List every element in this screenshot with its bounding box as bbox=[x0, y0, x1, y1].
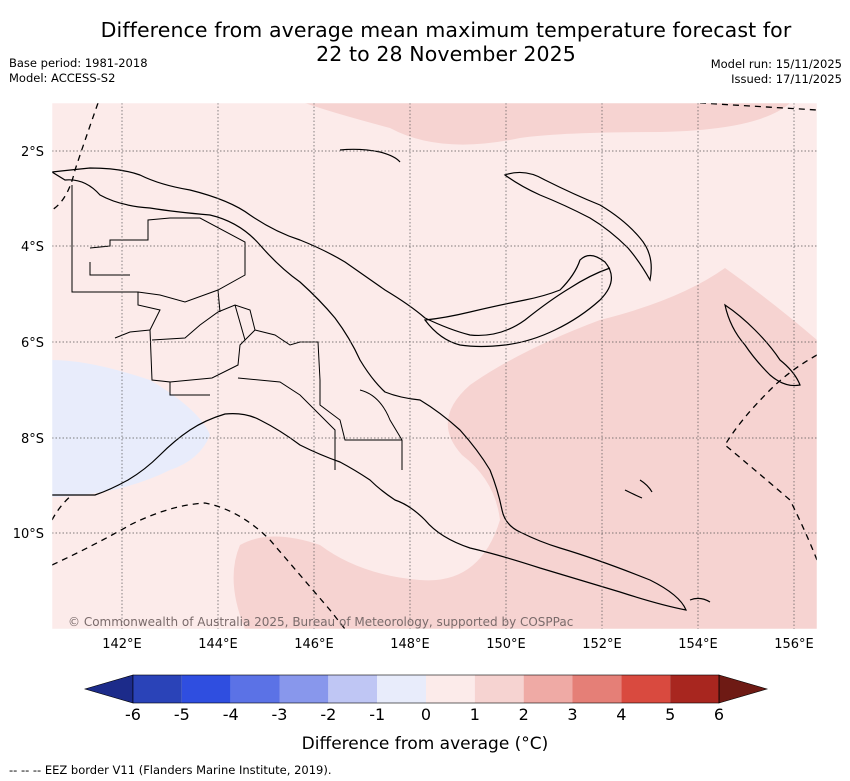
colorbar-tick-label: 5 bbox=[665, 705, 675, 724]
colorbar-segment bbox=[426, 675, 475, 703]
colorbar-tick-label: -6 bbox=[125, 705, 141, 724]
lon-label: 156°E bbox=[774, 637, 814, 652]
colorbar-title: Difference from average (°C) bbox=[302, 734, 549, 754]
lat-labels: 2°S 4°S 6°S 8°S 10°S bbox=[13, 145, 44, 542]
issued-date: Issued: 17/11/2025 bbox=[731, 72, 842, 86]
colorbar-segment bbox=[523, 675, 573, 703]
base-period: Base period: 1981-2018 bbox=[9, 56, 148, 70]
colorbar-segment bbox=[181, 675, 231, 703]
colorbar-tick-label: -2 bbox=[320, 705, 336, 724]
colorbar-frame bbox=[132, 674, 720, 704]
colorbar-segment bbox=[670, 675, 719, 703]
title-line-2: 22 to 28 November 2025 bbox=[316, 42, 576, 66]
north-coast bbox=[52, 167, 611, 337]
coastlines bbox=[52, 148, 801, 611]
province-borders bbox=[71, 185, 403, 470]
colorbar-tick-label: 1 bbox=[470, 705, 480, 724]
new-guinea-coast bbox=[52, 171, 687, 611]
colorbar-segment bbox=[328, 675, 378, 703]
lon-label: 148°E bbox=[390, 637, 430, 652]
model-run: Model run: 15/11/2025 bbox=[710, 57, 842, 71]
colorbar-segment bbox=[279, 675, 329, 703]
lon-label: 150°E bbox=[486, 637, 526, 652]
colorbar-tick-label: 2 bbox=[519, 705, 529, 724]
colorbar-tick-label: -5 bbox=[174, 705, 190, 724]
colorbar-segment bbox=[474, 675, 524, 703]
colorbar-tick-label: -4 bbox=[223, 705, 239, 724]
colorbar-segment bbox=[133, 675, 182, 703]
lon-label: 146°E bbox=[294, 637, 334, 652]
anomaly-region-southeast bbox=[233, 268, 817, 629]
map-frame bbox=[51, 102, 818, 630]
lon-label: 154°E bbox=[678, 637, 718, 652]
model-name: Model: ACCESS-S2 bbox=[9, 71, 116, 85]
colorbar-tick-label: -3 bbox=[272, 705, 288, 724]
colorbar-segment bbox=[572, 675, 622, 703]
colorbar-segment bbox=[230, 675, 280, 703]
new-britain bbox=[423, 254, 612, 348]
colorbar-extend-low bbox=[83, 674, 134, 704]
manus bbox=[339, 148, 401, 163]
new-ireland bbox=[503, 171, 652, 282]
colorbar-tick-label: 3 bbox=[567, 705, 577, 724]
colorbar-segment bbox=[377, 675, 426, 703]
graticule bbox=[52, 103, 817, 629]
bougainville bbox=[724, 303, 801, 387]
colorbar-extend-high bbox=[718, 674, 769, 704]
colorbar-segment bbox=[621, 675, 671, 703]
colorbar: -6 -5 -4 -3 -2 -1 0 1 2 3 4 5 6 bbox=[83, 674, 769, 724]
lon-labels: 142°E 144°E 146°E 148°E 150°E 152°E 154°… bbox=[102, 637, 814, 652]
meta-left: Base period: 1981-2018 Model: ACCESS-S2 bbox=[9, 56, 148, 86]
lat-label: 6°S bbox=[21, 336, 44, 351]
colorbar-tick-label: 0 bbox=[421, 705, 431, 724]
eez-borders bbox=[52, 103, 817, 629]
copyright-text: © Commonwealth of Australia 2025, Bureau… bbox=[68, 615, 573, 629]
map-panel: © Commonwealth of Australia 2025, Bureau… bbox=[52, 103, 817, 629]
colorbar-tick-label: -1 bbox=[369, 705, 385, 724]
eez-footnote: -- -- -- EEZ border V11 (Flanders Marine… bbox=[9, 763, 332, 777]
lon-label: 152°E bbox=[582, 637, 622, 652]
colorbar-tick-label: 4 bbox=[616, 705, 626, 724]
lon-label: 144°E bbox=[198, 637, 238, 652]
lon-label: 142°E bbox=[102, 637, 142, 652]
title-line-1: Difference from average mean maximum tem… bbox=[100, 18, 792, 42]
lat-label: 2°S bbox=[21, 145, 44, 160]
chart-title: Difference from average mean maximum tem… bbox=[0, 18, 850, 66]
lat-label: 8°S bbox=[21, 432, 44, 447]
lat-label: 10°S bbox=[13, 527, 44, 542]
lat-label: 4°S bbox=[21, 240, 44, 255]
anomaly-region-north bbox=[305, 103, 790, 145]
colorbar-tick-label: 6 bbox=[714, 705, 724, 724]
meta-right: Model run: 15/11/2025 Issued: 17/11/2025 bbox=[711, 57, 842, 87]
islands-east bbox=[624, 479, 711, 603]
